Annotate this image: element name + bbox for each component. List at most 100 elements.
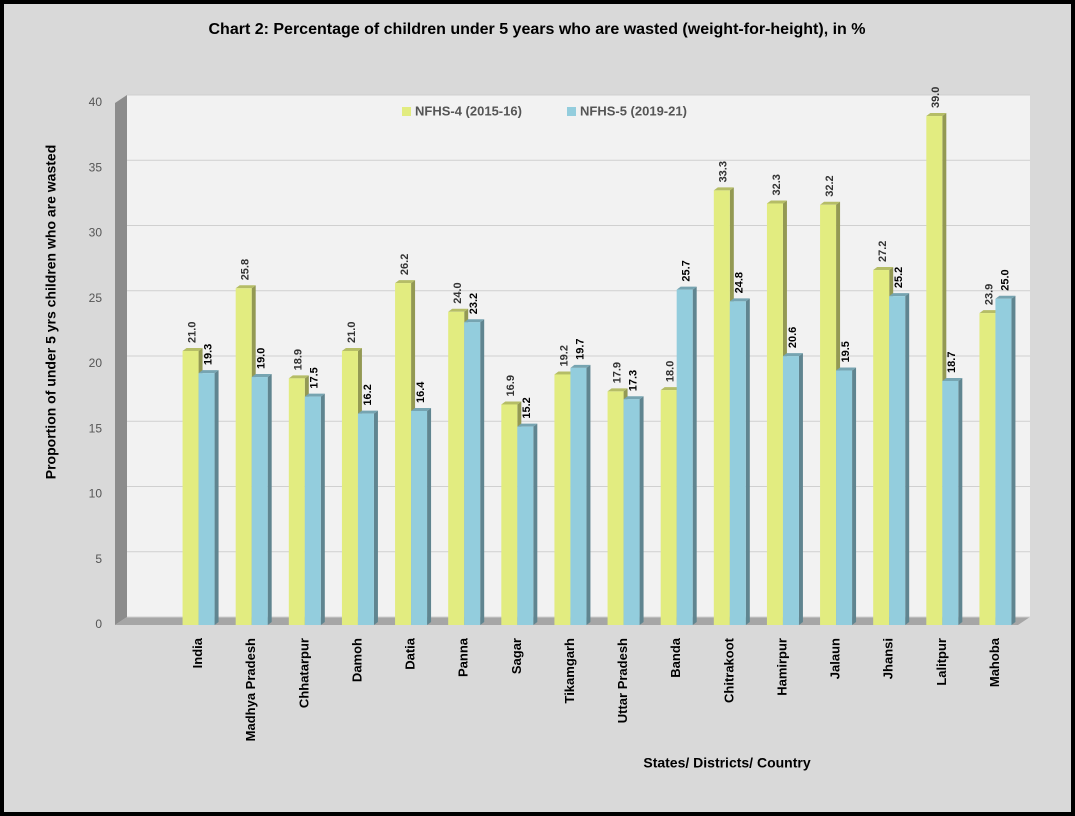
bar-top [836, 367, 857, 371]
bar-top [820, 201, 841, 205]
y-tick-label: 15 [89, 421, 103, 435]
bar [873, 270, 890, 625]
bar-side [373, 410, 378, 625]
bar-top [676, 286, 697, 290]
bar-top [926, 113, 947, 117]
bar-top [357, 410, 378, 414]
value-label: 18.0 [665, 361, 677, 382]
bar [820, 204, 837, 626]
bar-top [304, 393, 325, 397]
bar-top [995, 295, 1016, 299]
bar-side [586, 364, 591, 625]
bar [501, 404, 518, 625]
bar [660, 390, 677, 625]
bar-side [533, 423, 538, 625]
bar [889, 296, 906, 625]
value-label: 19.0 [256, 348, 268, 369]
bar-side [427, 407, 432, 625]
bar [782, 356, 799, 625]
bar-top [873, 267, 894, 271]
bar [357, 413, 374, 625]
value-label: 32.2 [824, 175, 836, 196]
bar [517, 426, 534, 625]
value-label: 23.2 [468, 293, 480, 314]
bar-top [395, 280, 416, 284]
value-label: 18.7 [946, 352, 958, 373]
value-label: 21.0 [186, 322, 198, 343]
bar-side [214, 370, 219, 625]
y-tick-label: 0 [95, 617, 102, 631]
value-label: 25.2 [893, 267, 905, 288]
bar [570, 367, 587, 625]
x-tick-label: Lalitpur [934, 638, 949, 686]
value-label: 19.3 [202, 344, 214, 365]
bar [729, 301, 746, 625]
bar-top [464, 319, 485, 323]
x-tick-label: Mahoba [987, 637, 1002, 687]
x-tick-label: Hamirpur [774, 638, 789, 696]
bar-top [235, 285, 256, 289]
bar-side [798, 353, 803, 625]
bar [836, 370, 853, 625]
x-tick-label: Datia [403, 637, 418, 670]
bar [995, 298, 1012, 625]
value-label: 17.9 [611, 362, 623, 383]
bar [395, 283, 412, 625]
x-tick-label: Jalaun [828, 638, 843, 679]
y-tick-label: 40 [89, 95, 103, 109]
bar-top [198, 370, 219, 374]
x-tick-label: Sagar [509, 638, 524, 674]
legend-swatch [567, 107, 576, 116]
x-tick-label: Panna [456, 637, 471, 677]
bar [235, 288, 252, 625]
y-tick-label: 30 [89, 226, 103, 240]
value-label: 20.6 [787, 327, 799, 348]
bar [288, 378, 305, 625]
bar-top [729, 298, 750, 302]
bar-side [267, 374, 272, 625]
bar-side [320, 393, 325, 625]
y-tick-label: 35 [89, 160, 103, 174]
bar-top [766, 200, 787, 204]
bar-top [501, 401, 522, 405]
bar-top [182, 347, 203, 351]
value-label: 27.2 [877, 241, 889, 262]
value-label: 19.7 [574, 338, 586, 359]
y-tick-label: 25 [89, 291, 103, 305]
bar-top [979, 310, 1000, 314]
value-label: 16.4 [415, 381, 427, 403]
value-label: 33.3 [718, 161, 730, 182]
bar-side [639, 396, 644, 625]
x-tick-label: Banda [668, 637, 683, 678]
y-tick-label: 5 [95, 552, 102, 566]
bar-side [480, 319, 485, 625]
x-tick-label: India [190, 637, 205, 668]
value-label: 23.9 [983, 284, 995, 305]
bar [926, 116, 943, 626]
value-label: 21.0 [346, 322, 358, 343]
bar [304, 396, 321, 625]
bar [713, 190, 730, 625]
x-tick-label: Uttar Pradesh [615, 638, 630, 723]
bar-top [554, 371, 575, 375]
bar-top [517, 423, 538, 427]
y-tick-label: 10 [89, 487, 103, 501]
value-label: 39.0 [930, 87, 942, 108]
legend-label: NFHS-5 (2019-21) [580, 103, 687, 118]
value-label: 16.2 [362, 384, 374, 405]
value-label: 24.8 [734, 272, 746, 293]
value-label: 32.3 [771, 174, 783, 195]
bar [979, 313, 996, 625]
legend-label: NFHS-4 (2015-16) [415, 103, 522, 118]
plot-wall [115, 95, 127, 625]
bar-top [341, 347, 362, 351]
bar [464, 322, 481, 625]
value-label: 24.0 [452, 282, 464, 303]
bar [448, 311, 465, 625]
bar-top [889, 293, 910, 297]
bar-top [448, 308, 469, 312]
value-label: 19.2 [558, 345, 570, 366]
value-label: 25.7 [681, 260, 693, 281]
bar-top [251, 374, 272, 378]
